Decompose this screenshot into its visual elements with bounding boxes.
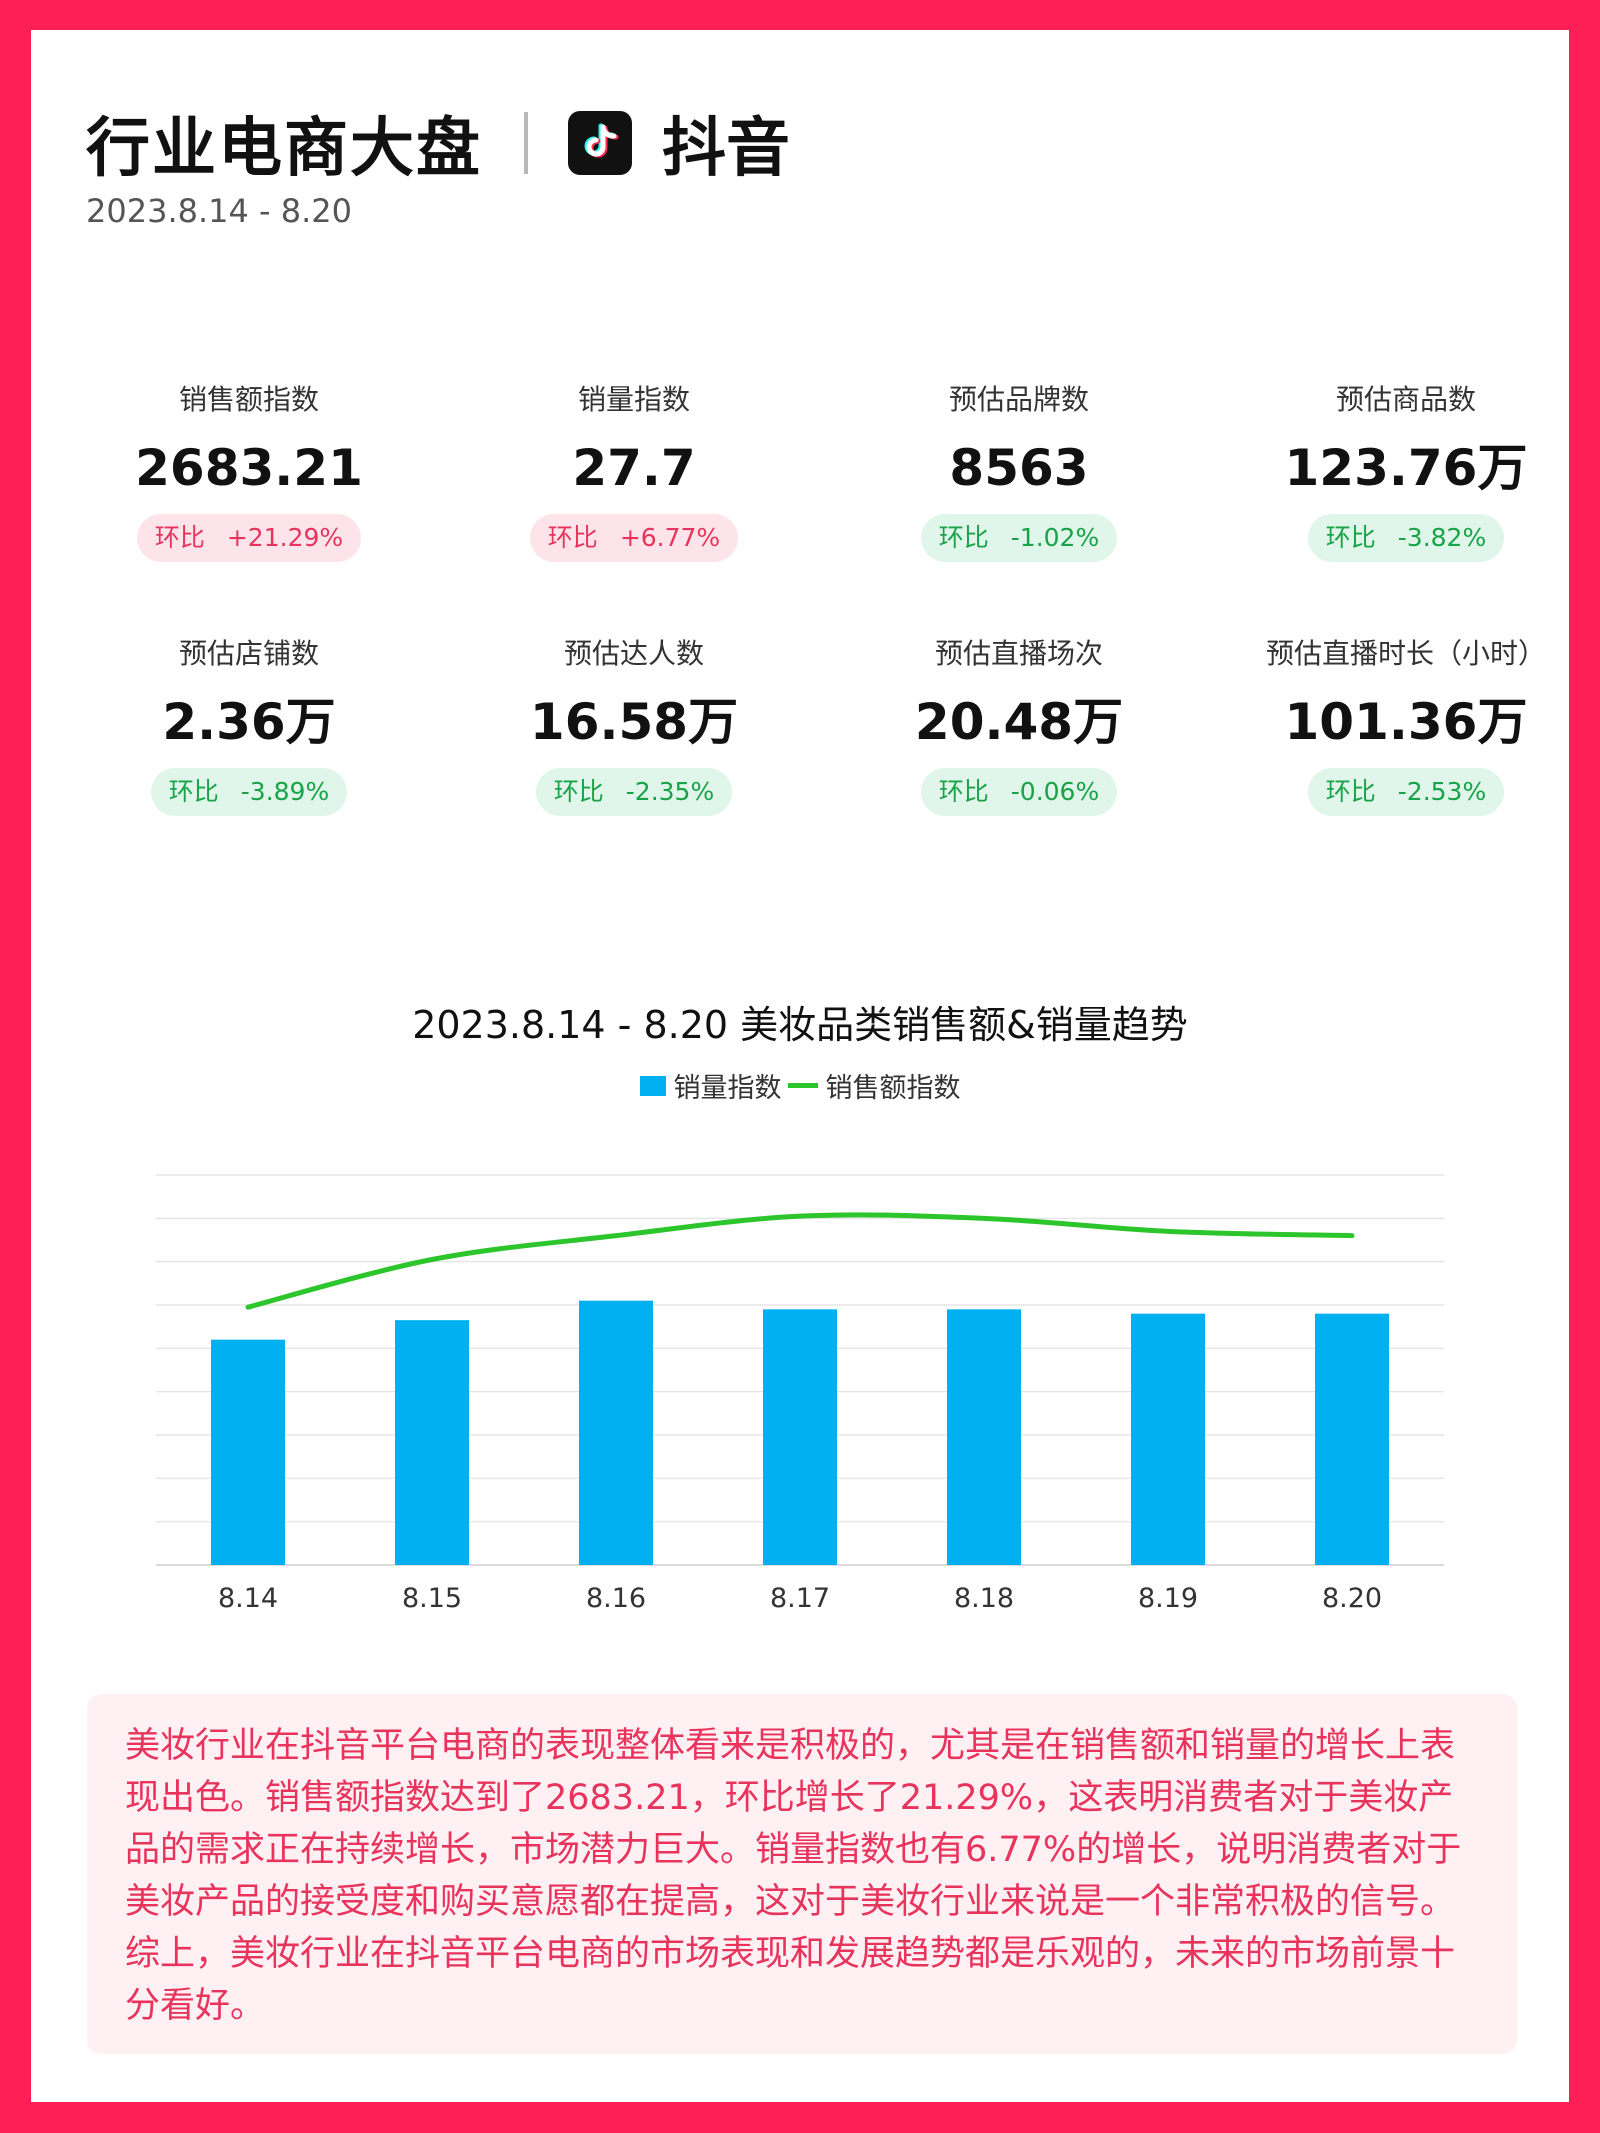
legend-label-sales: 销售额指数: [825, 1073, 961, 1104]
change-value: -2.35%: [625, 777, 715, 806]
metric-live-hours: 预估直播时长（小时） 101.36万 环比 -2.53%: [1256, 634, 1556, 816]
change-badge: 环比 -1.02%: [920, 514, 1118, 562]
change-label: 环比: [1325, 777, 1376, 806]
change-label: 环比: [1325, 523, 1376, 552]
metric-brand-count: 预估品牌数 8563 环比 -1.02%: [869, 380, 1169, 562]
metric-product-count: 预估商品数 123.76万 环比 -3.82%: [1256, 380, 1556, 562]
change-badge: 环比 -0.06%: [920, 768, 1118, 816]
change-value: -2.53%: [1397, 777, 1487, 806]
x-tick-label: 8.19: [1138, 1583, 1198, 1614]
change-badge: 环比 +21.29%: [136, 514, 362, 562]
change-value: -1.02%: [1010, 523, 1100, 552]
legend-bar-swatch: [639, 1075, 666, 1096]
change-label: 环比: [938, 523, 989, 552]
change-label: 环比: [154, 523, 205, 552]
douyin-logo-icon: [568, 111, 632, 175]
chart-bar: [395, 1320, 469, 1565]
metric-value: 2.36万: [162, 693, 336, 751]
chart-bar: [579, 1300, 653, 1565]
metric-live-sessions: 预估直播场次 20.48万 环比 -0.06%: [869, 634, 1169, 816]
sales-index-line: [245, 1212, 1355, 1310]
x-tick-label: 8.17: [770, 1583, 830, 1614]
change-value: +21.29%: [226, 523, 344, 552]
metric-label: 销售额指数: [178, 383, 319, 416]
change-label: 环比: [553, 777, 604, 806]
chart-bar: [763, 1309, 837, 1565]
change-label: 环比: [547, 523, 598, 552]
date-range: 2023.8.14 - 8.20: [86, 192, 352, 230]
metric-value: 20.48万: [914, 693, 1124, 751]
metric-value: 16.58万: [529, 693, 739, 751]
x-tick-label: 8.20: [1322, 1583, 1382, 1614]
chart-bar: [1131, 1313, 1205, 1565]
metric-influencer-count: 预估达人数 16.58万 环比 -2.35%: [484, 634, 784, 816]
summary-text: 美妆行业在抖音平台电商的表现整体看来是积极的，尤其是在销售额和销量的增长上表现出…: [125, 1726, 1462, 2026]
metric-value: 27.7: [572, 439, 696, 497]
chart-legend: 销量指数 销售额指数: [31, 1066, 1569, 1105]
report-card: 行业电商大盘 抖音 2023.8.14 - 8.20 销售额指数 2683.21…: [31, 30, 1569, 2102]
chart-bar: [947, 1309, 1021, 1565]
chart-title: 2023.8.14 - 8.20 美妆品类销售额&销量趋势: [412, 1003, 1188, 1047]
metric-value: 2683.21: [135, 439, 363, 497]
legend-line-swatch: [787, 1083, 818, 1088]
metric-value: 8563: [949, 439, 1089, 497]
page-title: 行业电商大盘: [86, 112, 482, 186]
metric-label: 预估品牌数: [948, 383, 1089, 416]
change-label: 环比: [938, 777, 989, 806]
change-value: -3.82%: [1397, 523, 1487, 552]
metric-shop-count: 预估店铺数 2.36万 环比 -3.89%: [99, 634, 399, 816]
change-value: -3.89%: [240, 777, 330, 806]
change-badge: 环比 +6.77%: [529, 514, 739, 562]
metric-label: 预估商品数: [1335, 383, 1476, 416]
change-badge: 环比 -2.53%: [1307, 768, 1505, 816]
chart-bar: [211, 1339, 285, 1565]
change-badge: 环比 -2.35%: [535, 768, 733, 816]
metric-label: 预估直播时长（小时）: [1265, 637, 1546, 670]
x-tick-label: 8.15: [402, 1583, 462, 1614]
chart-bar: [1315, 1313, 1389, 1565]
change-value: +6.77%: [619, 523, 721, 552]
legend-label-volume: 销量指数: [673, 1073, 782, 1104]
header: 行业电商大盘 抖音: [86, 98, 790, 188]
metric-label: 预估达人数: [563, 637, 704, 670]
change-badge: 环比 -3.89%: [150, 768, 348, 816]
change-badge: 环比 -3.82%: [1307, 514, 1505, 562]
metric-label: 销量指数: [577, 383, 690, 416]
change-value: -0.06%: [1010, 777, 1100, 806]
change-label: 环比: [168, 777, 219, 806]
metric-value: 123.76万: [1284, 439, 1528, 497]
header-divider: [524, 112, 528, 174]
summary-box: 美妆行业在抖音平台电商的表现整体看来是积极的，尤其是在销售额和销量的增长上表现出…: [87, 1694, 1517, 2054]
metric-label: 预估直播场次: [934, 637, 1103, 670]
metric-value: 101.36万: [1284, 693, 1528, 751]
platform-name: 抖音: [662, 112, 790, 186]
x-tick-label: 8.16: [586, 1583, 646, 1614]
x-tick-label: 8.18: [954, 1583, 1014, 1614]
metric-label: 预估店铺数: [178, 637, 319, 670]
x-tick-label: 8.14: [218, 1583, 278, 1614]
metric-sales-index: 销售额指数 2683.21 环比 +21.29%: [99, 380, 399, 562]
trend-chart: 8.14 8.15 8.16 8.17 8.18 8.19 8.20: [156, 1174, 1444, 1614]
metric-volume-index: 销量指数 27.7 环比 +6.77%: [484, 380, 784, 562]
